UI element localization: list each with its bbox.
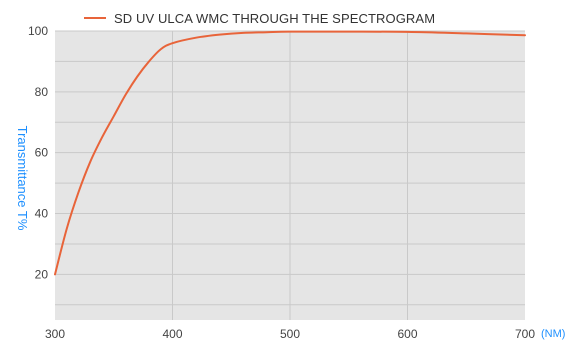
y-tick-label: 100	[28, 24, 48, 38]
data-point	[407, 31, 409, 33]
data-point	[348, 31, 350, 33]
data-point	[219, 34, 221, 36]
x-tick-label: 400	[162, 327, 182, 341]
y-tick-label: 80	[35, 85, 49, 99]
data-point	[524, 34, 526, 36]
data-point	[136, 76, 138, 78]
data-point	[195, 37, 197, 39]
x-tick-label: 300	[45, 327, 65, 341]
data-point	[172, 42, 174, 44]
x-tick-label: 500	[280, 327, 300, 341]
y-tick-label: 40	[35, 207, 49, 221]
legend: SD UV ULCA WMC THROUGH THE SPECTROGRAM	[84, 11, 435, 26]
series-line	[54, 30, 526, 276]
data-point	[465, 32, 467, 34]
data-point	[125, 94, 127, 96]
legend-label: SD UV ULCA WMC THROUGH THE SPECTROGRAM	[114, 11, 435, 26]
data-point	[266, 31, 268, 33]
data-point	[160, 48, 162, 50]
y-tick-label: 60	[35, 146, 49, 160]
data-point	[89, 161, 91, 163]
data-point	[66, 228, 68, 230]
x-tick-labels: 300 400 500 600 700	[45, 327, 535, 341]
data-point	[113, 115, 115, 117]
data-point	[289, 31, 291, 33]
y-axis-title: Transmittance T%	[15, 126, 30, 231]
data-point	[78, 191, 80, 193]
y-tick-labels: 20 40 60 80 100	[28, 24, 48, 281]
data-point	[101, 136, 103, 138]
x-axis-unit-label: (NM)	[541, 328, 565, 340]
data-point	[242, 32, 244, 34]
data-point	[54, 273, 56, 275]
x-tick-label: 700	[515, 327, 535, 341]
y-tick-label: 20	[35, 267, 49, 281]
x-tick-label: 600	[397, 327, 417, 341]
data-point	[148, 60, 150, 62]
